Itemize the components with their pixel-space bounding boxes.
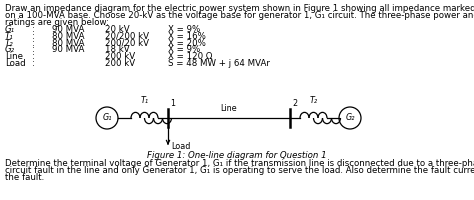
- Text: 20 kV: 20 kV: [105, 25, 129, 34]
- Text: S = 48 MW + j 64 MVAr: S = 48 MW + j 64 MVAr: [168, 59, 270, 68]
- Text: T₁: T₁: [140, 96, 148, 105]
- Text: :: :: [32, 45, 35, 54]
- Text: X = 9%: X = 9%: [168, 45, 200, 54]
- Text: 20/200 kV: 20/200 kV: [105, 32, 149, 41]
- Text: :: :: [32, 52, 35, 61]
- Text: G₂: G₂: [5, 45, 15, 54]
- Text: Line: Line: [5, 52, 23, 61]
- Text: circuit fault in the line and only Generator 1, G₁ is operating to serve the loa: circuit fault in the line and only Gener…: [5, 166, 474, 175]
- Text: G₁: G₁: [102, 113, 112, 122]
- Text: 2: 2: [292, 99, 297, 108]
- Text: Load: Load: [171, 142, 191, 151]
- Text: X = 16%: X = 16%: [168, 32, 206, 41]
- Text: 80 MVA: 80 MVA: [52, 32, 84, 41]
- Text: X = 120 Ω: X = 120 Ω: [168, 52, 212, 61]
- Text: X = 20%: X = 20%: [168, 39, 206, 48]
- Text: T₂: T₂: [310, 96, 318, 105]
- Text: X = 9%: X = 9%: [168, 25, 200, 34]
- Text: :: :: [32, 25, 35, 34]
- Text: :: :: [32, 32, 35, 41]
- Text: Figure 1: One-line diagram for Question 1: Figure 1: One-line diagram for Question …: [147, 151, 327, 160]
- Text: on a 100-MVA base. Choose 20-kV as the voltage base for generator 1, G₁ circuit.: on a 100-MVA base. Choose 20-kV as the v…: [5, 11, 474, 20]
- Text: 1: 1: [170, 99, 175, 108]
- Text: G₂: G₂: [345, 113, 355, 122]
- Text: 80 MVA: 80 MVA: [52, 39, 84, 48]
- Text: :: :: [32, 39, 35, 48]
- Text: 200 kV: 200 kV: [105, 59, 135, 68]
- Text: 18 kV: 18 kV: [105, 45, 129, 54]
- Text: Determine the terminal voltage of Generator 1, G₁ if the transmission line is di: Determine the terminal voltage of Genera…: [5, 159, 474, 168]
- Text: T₁: T₁: [5, 32, 14, 41]
- Text: 200 kV: 200 kV: [105, 52, 135, 61]
- Text: the fault.: the fault.: [5, 173, 44, 182]
- Text: Line: Line: [221, 104, 237, 113]
- Text: ratings are given below:: ratings are given below:: [5, 18, 109, 27]
- Text: G₁: G₁: [5, 25, 15, 34]
- Text: 90 MVA: 90 MVA: [52, 25, 84, 34]
- Text: 200/20 kV: 200/20 kV: [105, 39, 149, 48]
- Text: 90 MVA: 90 MVA: [52, 45, 84, 54]
- Text: :: :: [32, 59, 35, 68]
- Text: Draw an impedance diagram for the electric power system shown in Figure 1 showin: Draw an impedance diagram for the electr…: [5, 4, 474, 13]
- Text: Load: Load: [5, 59, 26, 68]
- Text: T₂: T₂: [5, 39, 14, 48]
